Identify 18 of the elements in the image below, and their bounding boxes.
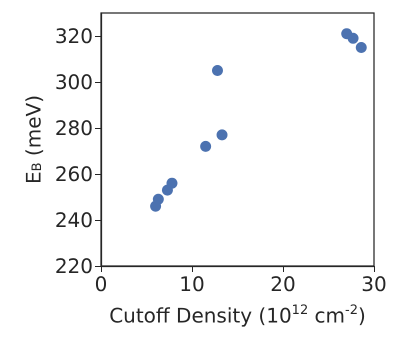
y-tick-label: 220 <box>54 254 93 278</box>
point <box>356 42 367 53</box>
x-tick-label: 30 <box>361 272 387 296</box>
y-axis-title: EB (meV) <box>21 95 46 184</box>
y-tick-label: 240 <box>54 208 93 232</box>
point <box>152 194 164 205</box>
point <box>348 32 359 44</box>
y-tick-label: 300 <box>54 70 93 94</box>
point <box>166 178 178 189</box>
x-tick-label: 20 <box>270 272 296 296</box>
point <box>212 65 223 76</box>
x-tick-label: 10 <box>179 272 205 296</box>
x-tick-label: 0 <box>94 272 108 296</box>
y-tick-label: 280 <box>54 116 93 140</box>
y-tick-label: 260 <box>54 162 93 186</box>
y-tick-label: 320 <box>54 24 93 48</box>
point <box>216 129 228 140</box>
point <box>200 140 212 152</box>
